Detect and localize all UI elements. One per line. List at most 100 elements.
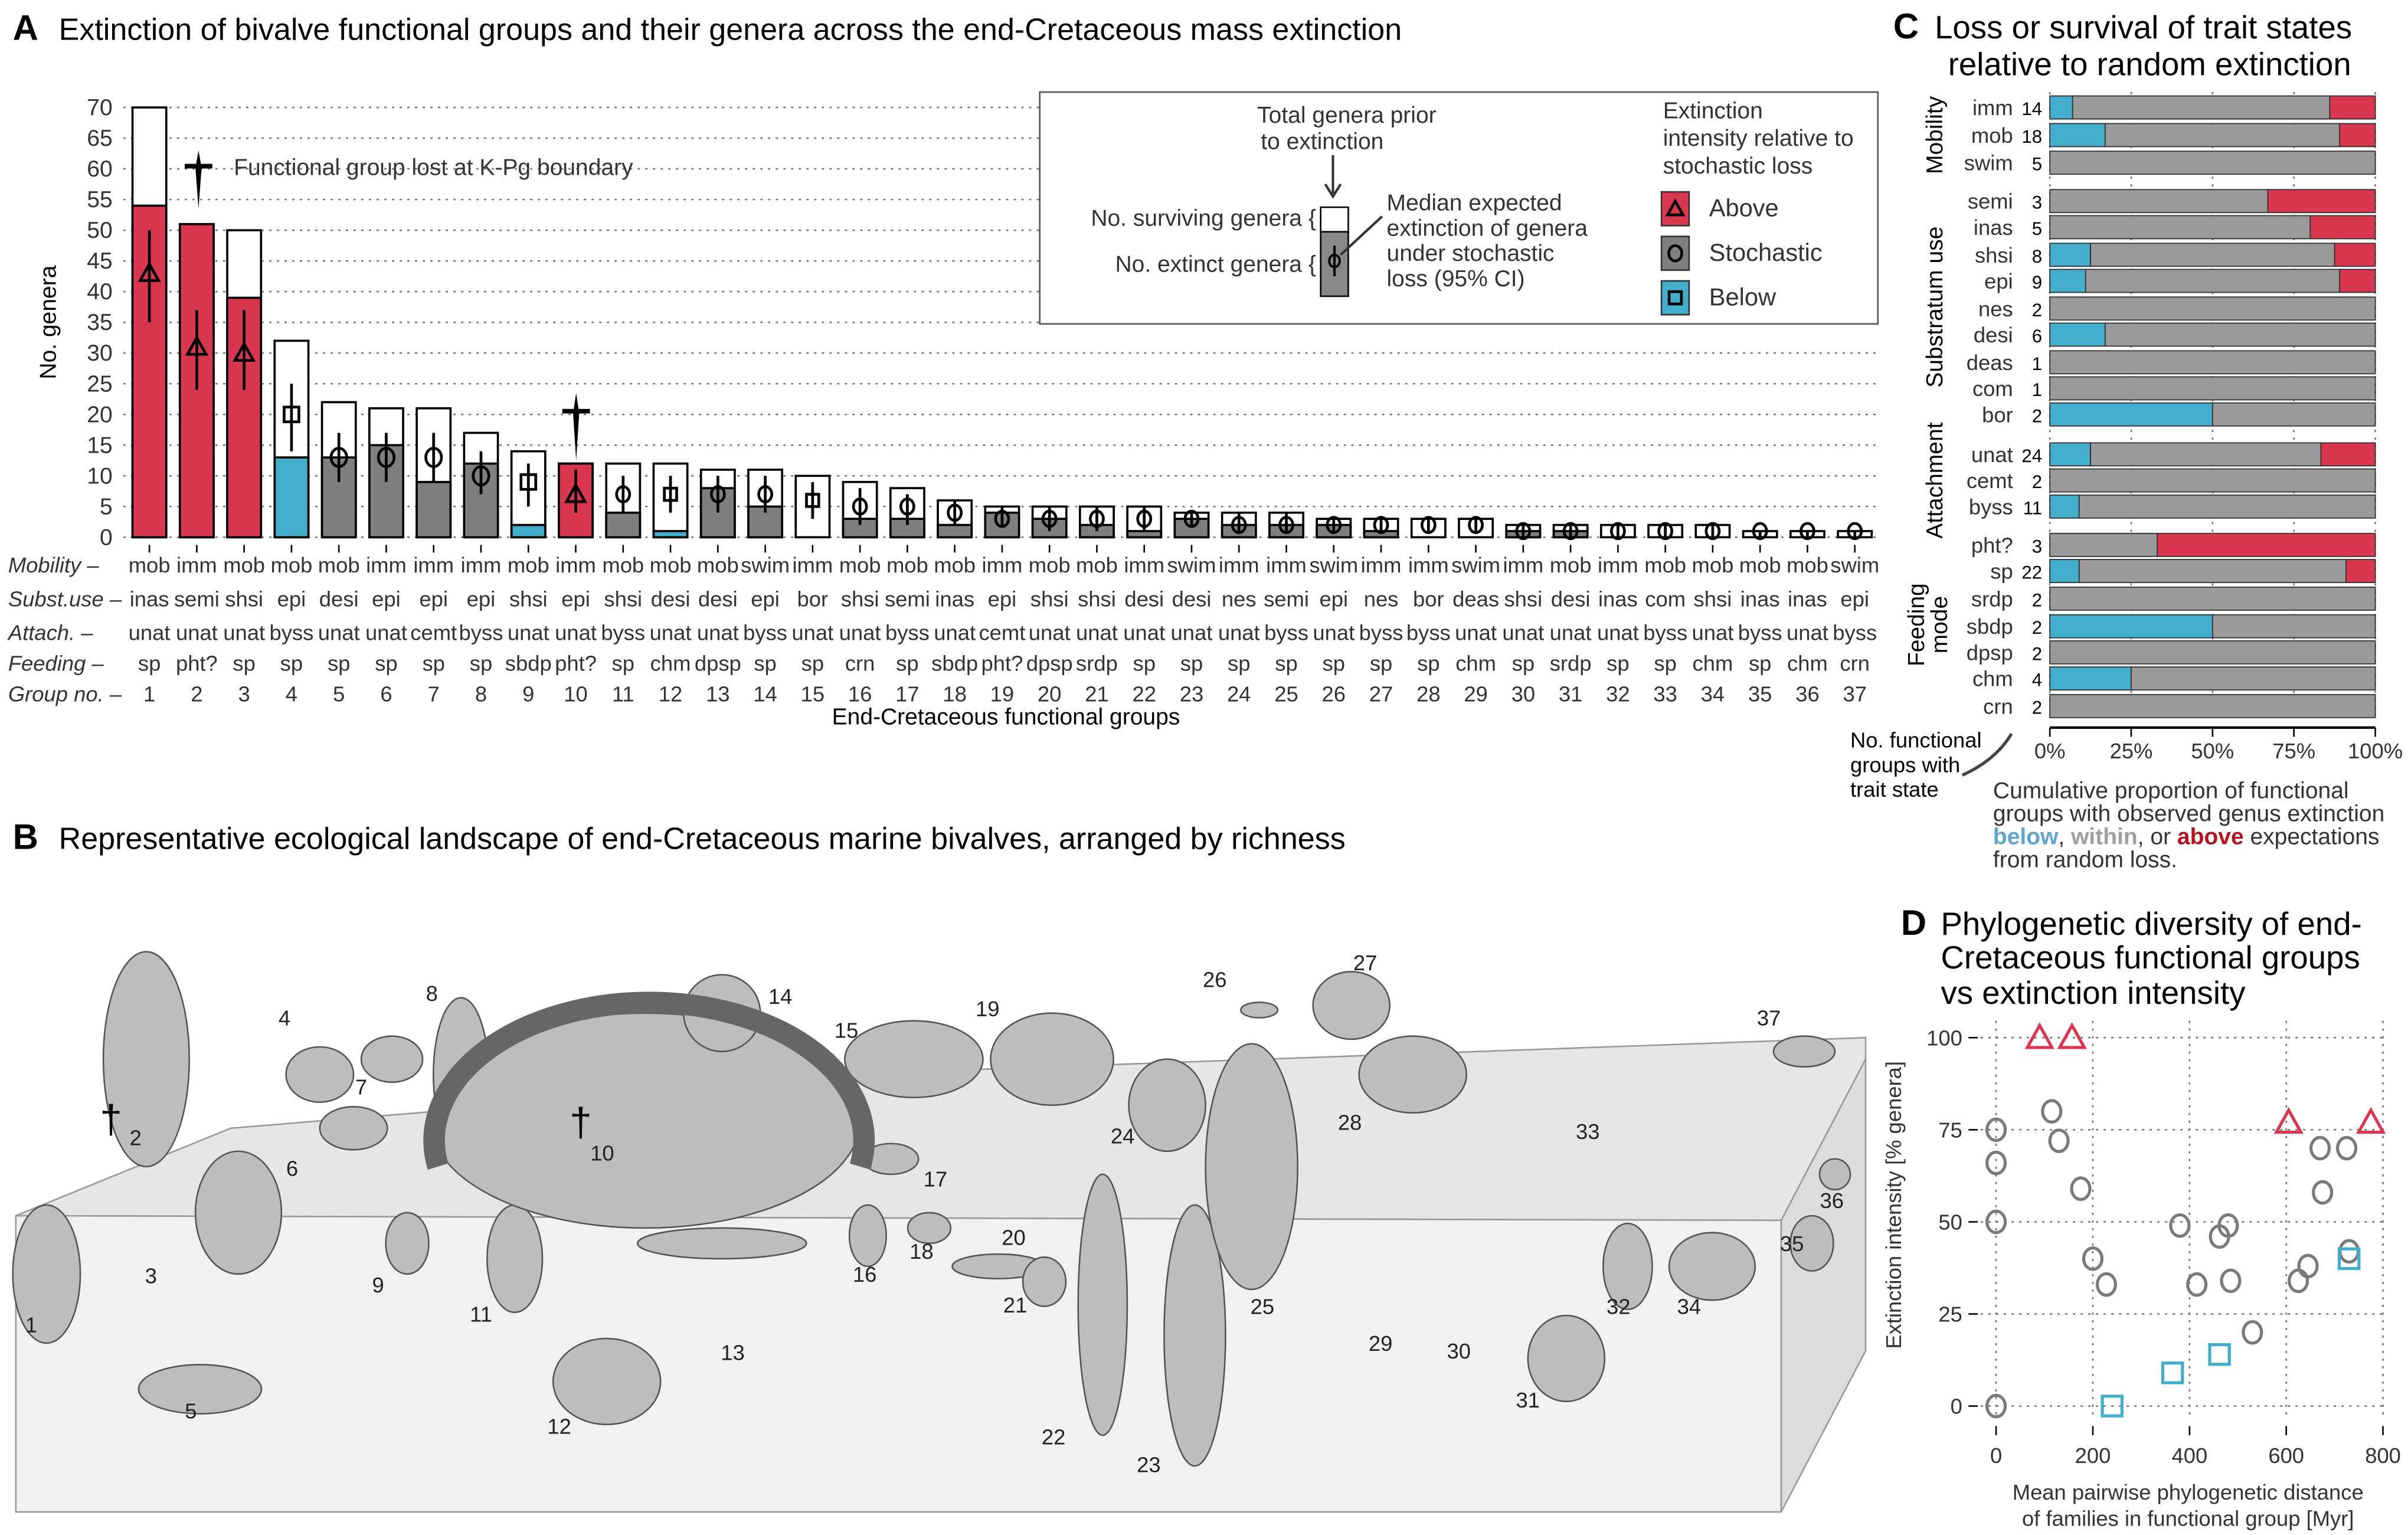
bivalve-illustration [194,1150,283,1275]
bivalve-illustration [848,1204,887,1268]
trait-row-swim [2049,150,2376,175]
point-stochastic [2217,1213,2239,1238]
x-attachment-label: unat [697,621,739,645]
organism-number: 24 [1111,1124,1135,1148]
x-feeding-label: sp [1654,652,1676,676]
x-mobility-label: imm [1598,553,1638,577]
trait-row-unat [2049,442,2376,467]
trait-state-label: epi [1984,269,2013,293]
trait-state-label: shsi [1975,243,2013,267]
point-stochastic [2338,1239,2360,1264]
x-substrate-label: epi [561,587,590,611]
circle-marker [1183,509,1200,528]
organism-number: 5 [185,1399,197,1423]
point-above [2024,1022,2055,1049]
x-substrate-label: desi [1551,587,1591,611]
x-attachment-label: byss [1738,621,1782,645]
bar-extinct [510,523,547,539]
trait-count: 4 [2032,670,2042,690]
rudist-illustration [423,991,875,1170]
x-group_no-label: 22 [1132,682,1156,706]
panel-title: Representative ecological landscape of e… [59,821,1346,856]
panel-title: Cretaceous functional groups [1941,940,2360,976]
row-label: Subst.use – [8,587,122,611]
x-attachment-label: unat [1171,621,1213,645]
bivalve-illustration [1022,1256,1067,1307]
label: extinction of genera [1387,215,1588,241]
bar-segment-below [2049,269,2086,293]
x-attachment-label: unat [1029,621,1071,645]
circle-marker [1800,522,1815,541]
legend-swatch-below [1660,280,1690,316]
trait-count: 9 [2032,272,2042,293]
y-tick-label: 50 [87,218,112,243]
bivalve-illustration [1527,1314,1606,1403]
x-attachment-label: unat [223,621,265,645]
x-mobility-label: mob [270,553,312,577]
x-feeding-label: srdp [1550,652,1592,676]
x-attachment-label: unat [791,621,833,645]
organism-number: 37 [1757,1006,1781,1030]
point-below [2337,1247,2361,1271]
organism-number: 6 [286,1156,298,1180]
x-mobility-label: mob [508,553,549,577]
x-substrate-label: com [1645,587,1686,611]
x-attachment-label: byss [269,621,313,645]
organism-number: 18 [909,1239,934,1264]
organism-number: 3 [145,1264,157,1288]
x-group_no-label: 13 [706,682,730,706]
x-mobility-label: imm [1361,553,1402,577]
x-group_no-label: 2 [191,682,202,706]
x-tick-label: 75% [2272,739,2315,763]
circle-marker [994,509,1010,528]
trait-count: 22 [2021,562,2042,583]
x-group_no-label: 37 [1843,682,1867,706]
x-group_no-label: 8 [475,682,487,706]
y-tick-label: 0 [100,525,113,550]
organism-number: 4 [279,1006,290,1030]
x-attachment-label: unat [1787,621,1828,645]
x-feeding-label: sp [1749,652,1771,676]
bar-segment-below [2049,123,2106,148]
label: stochastic loss [1663,153,1813,179]
trait-state-label: imm [1972,96,2013,120]
bar-segment-within [2049,532,2158,557]
x-substrate-label: desi [1172,587,1212,611]
x-attachment-label: byss [885,621,930,645]
x-mobility-label: swim [741,553,790,577]
circle-marker [709,485,726,503]
organism-number: 17 [924,1167,947,1192]
trait-count: 2 [2032,300,2042,320]
bar-group-2 [178,222,215,553]
bar-extinct [1126,530,1163,539]
x-feeding-label: sbdp [931,652,978,676]
label: loss (95% CI) [1387,266,1525,292]
x-group_no-label: 5 [333,682,345,706]
bar-segment-below [2049,243,2091,267]
point-stochastic [1985,1209,2007,1235]
trait-row-semi [2049,189,2376,214]
x-feeding-label: pht? [555,652,597,676]
y-tick-label: 10 [87,463,112,489]
lost-group-annotation: Functional group lost at K-Pg boundary [234,155,633,181]
trait-count: 3 [2032,192,2042,213]
x-attachment-label: byss [459,621,503,645]
circle-marker [1328,253,1341,269]
bar-group-18 [937,499,973,553]
bar-segment-within [2049,150,2376,175]
x-group_no-label: 14 [753,682,777,706]
x-tick-label: 400 [2171,1444,2207,1468]
x-group_no-label: 23 [1180,682,1204,706]
bivalve-illustration [360,1035,424,1084]
trait-count: 5 [2032,218,2042,239]
x-mobility-label: mob [839,553,881,577]
x-attachment-label: byss [1406,621,1451,645]
x-feeding-label: dpsp [695,652,741,676]
x-substrate-label: epi [467,587,496,611]
y-tick-label: 55 [87,187,112,212]
point-stochastic [1985,1117,2007,1143]
label: Total genera prior [1257,103,1437,128]
trait-state-label: dpsp [1967,640,2013,665]
x-attachment-label: unat [650,621,692,645]
bar-group-29 [1458,516,1494,553]
